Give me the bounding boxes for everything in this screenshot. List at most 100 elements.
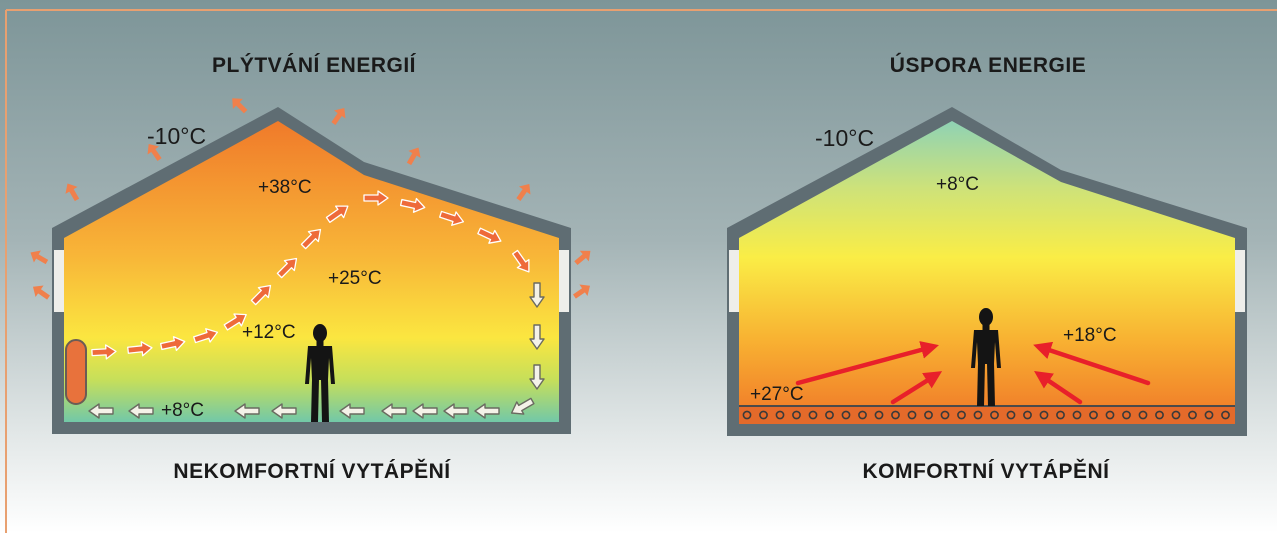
heat-loss-arrow: [65, 183, 80, 202]
warm-air-arrow: [512, 249, 530, 273]
warm-air-arrow: [127, 341, 153, 357]
cool-air-arrow: [474, 403, 500, 419]
warm-air-arrow: [91, 344, 117, 360]
heating-pipe: [957, 410, 966, 420]
warm-air-arrow: [223, 313, 247, 331]
warm-air-arrow: [399, 197, 426, 213]
heating-pipe: [940, 410, 950, 420]
right-house-interior: [739, 121, 1235, 424]
left-house-interior: [64, 121, 559, 422]
heating-pipe: [742, 410, 752, 420]
left-caption: NEKOMFORTNÍ VYTÁPĚNÍ: [173, 459, 451, 483]
radiant-heat-arrows: [795, 341, 1151, 405]
cool-air-arrow: [412, 403, 438, 419]
floor-heating-pipes: [742, 410, 1230, 420]
heat-loss-arrow: [573, 284, 591, 299]
left-window-left: [54, 250, 64, 312]
heat-loss-arrows: [30, 98, 591, 300]
heating-pipe: [1221, 410, 1230, 420]
cool-air-arrow: [339, 403, 365, 419]
heating-pipe: [1188, 410, 1197, 420]
heating-pipe: [990, 410, 999, 420]
radiant-arrow: [890, 371, 943, 405]
radiator: [65, 339, 87, 405]
heating-pipe: [973, 410, 983, 420]
heating-pipe: [1039, 410, 1049, 420]
warm-air-arrow: [363, 190, 389, 206]
warm-air-arrow: [250, 284, 272, 306]
heating-pipe: [808, 410, 818, 420]
cool-air-arrows: [88, 282, 545, 419]
heat-loss-arrow: [331, 107, 346, 125]
heating-pipe: [1105, 410, 1115, 420]
left-middle-temp: +25°C: [328, 268, 382, 289]
cool-air-arrow: [234, 403, 260, 419]
heat-loss-arrow: [406, 147, 421, 166]
heating-pipe: [1006, 410, 1016, 420]
cool-air-arrow: [271, 403, 297, 419]
right-window-right: [1235, 250, 1245, 312]
heat-loss-arrow: [232, 98, 248, 114]
heating-pipe: [1072, 410, 1082, 420]
heat-loss-arrow: [30, 250, 49, 265]
right-outside-temp: -10°C: [815, 125, 874, 151]
heating-pipe: [924, 410, 933, 420]
cool-air-arrow: [88, 403, 114, 419]
radiant-arrow: [795, 341, 939, 386]
cool-air-arrow: [381, 403, 407, 419]
heating-pipe: [1056, 410, 1065, 420]
left-outside-temp: -10°C: [147, 123, 206, 149]
right-person-temp: +18°C: [1063, 325, 1117, 346]
warm-air-arrow: [193, 328, 219, 344]
cool-air-arrow: [529, 324, 545, 350]
warm-air-arrow: [276, 257, 298, 279]
warm-air-arrow: [159, 336, 186, 352]
cool-air-arrow: [529, 282, 545, 308]
heating-pipe: [759, 410, 768, 420]
heating-pipe: [858, 410, 867, 420]
heating-pipe: [907, 410, 917, 420]
warm-air-arrows: [91, 190, 530, 360]
heating-pipe: [1122, 410, 1131, 420]
cool-air-arrow: [510, 397, 535, 415]
right-caption: KOMFORTNÍ VYTÁPĚNÍ: [862, 459, 1110, 483]
floor-heating-strip: [739, 405, 1235, 424]
heating-pipe: [1138, 410, 1148, 420]
left-title: PLÝTVÁNÍ ENERGIÍ: [212, 53, 417, 77]
warm-air-arrow: [325, 205, 349, 223]
heating-pipe: [1023, 410, 1032, 420]
radiant-arrow: [1034, 370, 1083, 405]
right-house: [727, 107, 1247, 436]
cool-air-arrow: [443, 403, 469, 419]
warm-air-arrow: [300, 228, 322, 250]
left-top-temp: +38°C: [258, 177, 312, 198]
heating-pipe: [792, 410, 801, 420]
heat-loss-arrow: [516, 183, 531, 201]
right-floor-temp: +27°C: [750, 384, 804, 405]
person-silhouette-right: [971, 308, 1001, 406]
heating-pipe: [825, 410, 834, 420]
heating-pipe: [775, 410, 785, 420]
left-window-right: [559, 250, 569, 312]
heat-loss-arrow: [147, 143, 162, 161]
warm-air-arrow: [439, 210, 465, 226]
right-window-left: [729, 250, 739, 312]
right-top-temp: +8°C: [936, 174, 979, 195]
heat-loss-arrow: [574, 250, 591, 266]
heating-pipe: [1089, 410, 1098, 420]
heating-pipe: [841, 410, 851, 420]
left-house: [52, 107, 571, 434]
heating-pipe: [1155, 410, 1164, 420]
warm-air-arrow: [477, 227, 502, 244]
cool-air-arrow: [529, 364, 545, 390]
cool-air-arrow: [128, 403, 154, 419]
heat-loss-arrow: [32, 285, 50, 300]
heating-pipe: [874, 410, 884, 420]
left-person-temp: +12°C: [242, 322, 296, 343]
heating-pipe: [891, 410, 900, 420]
radiant-arrow: [1033, 341, 1151, 386]
right-title: ÚSPORA ENERGIE: [890, 53, 1086, 77]
heating-pipe: [1204, 410, 1214, 420]
